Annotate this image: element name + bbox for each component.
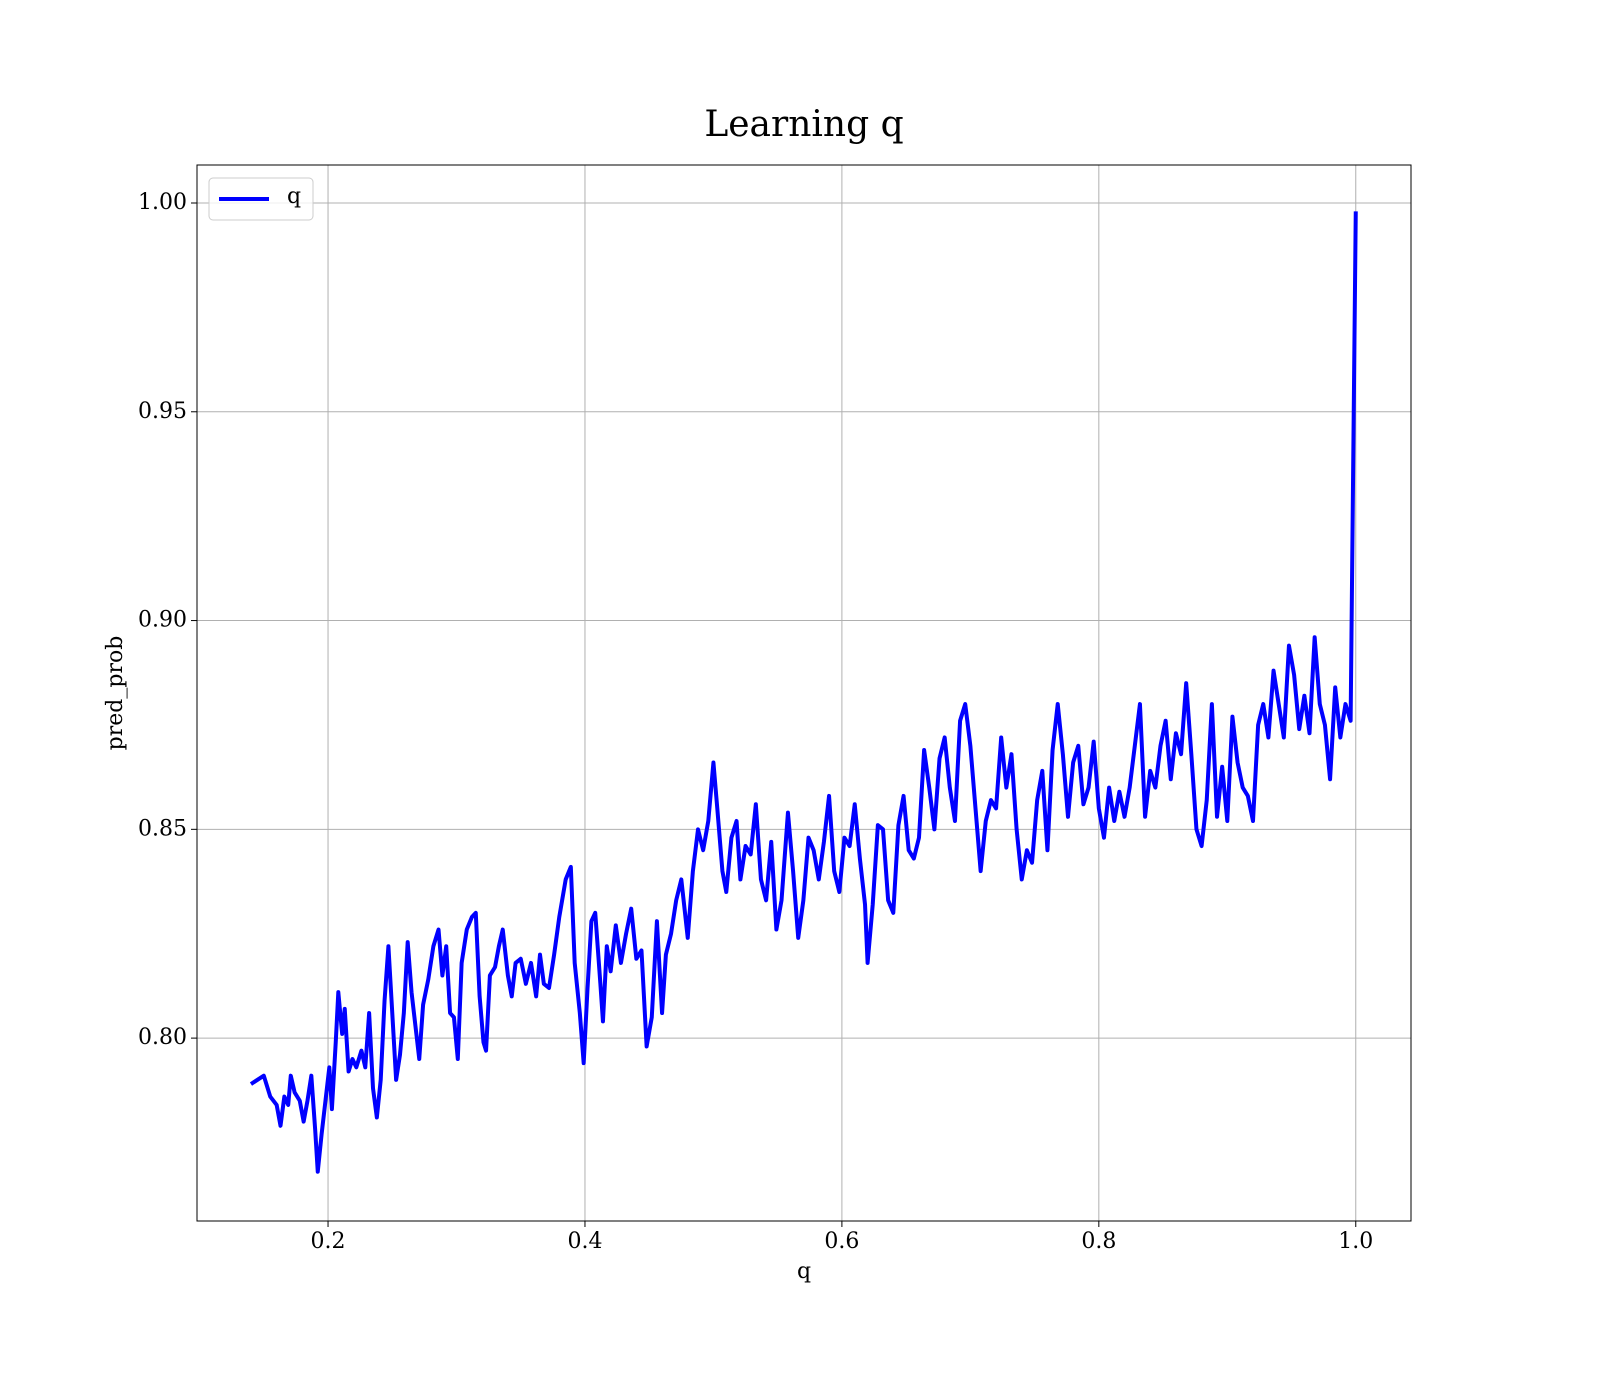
x-tick-label: 1.0 xyxy=(1338,1229,1373,1254)
y-tick-label: 0.95 xyxy=(138,399,187,424)
y-tick-label: 1.00 xyxy=(138,190,187,215)
legend-label: q xyxy=(287,184,301,209)
x-tick-label: 0.6 xyxy=(824,1229,859,1254)
x-tick-label: 0.4 xyxy=(567,1229,602,1254)
plot-frame xyxy=(196,164,1412,1222)
y-tick-label: 0.85 xyxy=(138,816,187,841)
y-axis-label: pred_prob xyxy=(103,636,128,751)
x-tick-label: 0.8 xyxy=(1081,1229,1116,1254)
data-line xyxy=(249,211,1358,1174)
x-tick-label: 0.2 xyxy=(311,1229,346,1254)
x-axis-label: q xyxy=(797,1259,811,1284)
y-tick-label: 0.80 xyxy=(138,1025,187,1050)
y-tick-label: 0.90 xyxy=(138,608,187,633)
chart-title: Learning q xyxy=(704,104,903,145)
